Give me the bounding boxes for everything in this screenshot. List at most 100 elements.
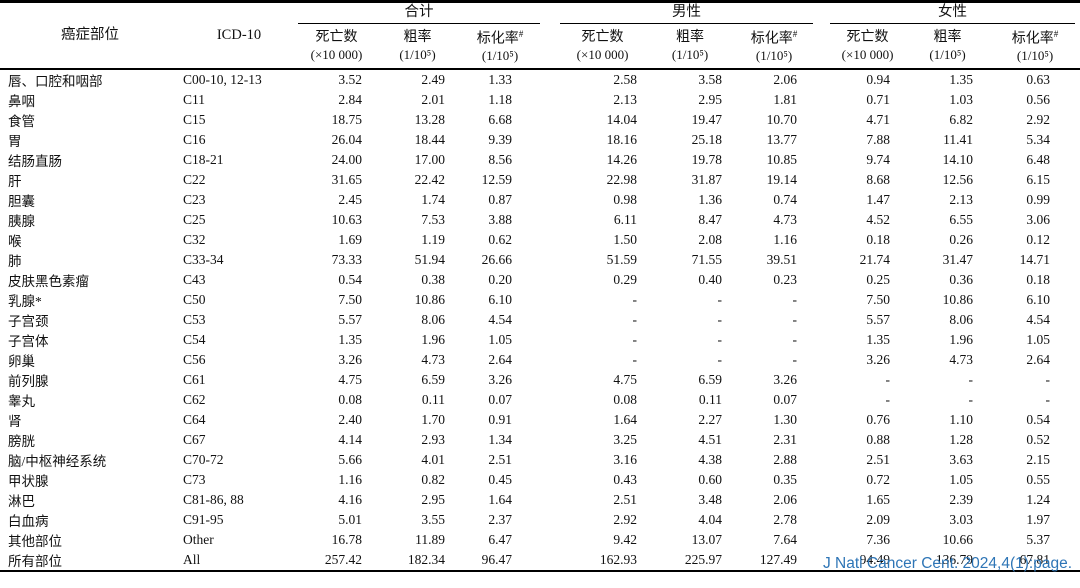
cell-value: 6.55 [949, 212, 974, 227]
table-row: 前列腺 C61 4.75 6.59 3.26 4.75 6.59 3.26 - - - [0, 370, 1080, 390]
table-row: 肝 C22 31.65 22.42 12.59 22.98 31.87 19.14 8.68 12… [0, 170, 1080, 190]
cell-site: 肝 [8, 174, 22, 189]
cell-value: 0.52 [1026, 432, 1051, 447]
asr-footnote-marker: # [792, 29, 798, 40]
cell-value: - [792, 352, 798, 367]
cell-value: 0.25 [866, 272, 891, 287]
cell-value: 0.23 [773, 272, 798, 287]
cell-value: 10.66 [942, 532, 974, 547]
cell-value: - [968, 372, 974, 387]
group-header-total: 合计 [298, 2, 541, 26]
group-label-total: 合计 [298, 3, 541, 24]
metric-unit: (1/10⁵) [1016, 47, 1054, 63]
cell-value: 5.37 [1026, 532, 1051, 547]
cell-value: 2.27 [698, 412, 723, 427]
column-header-male-crude: 粗率 (1/10⁵) [645, 25, 736, 70]
cell-value: 1.64 [488, 492, 513, 507]
table-row: 胰腺 C25 10.63 7.53 3.88 6.11 8.47 4.73 4.52 6.55 3.… [0, 210, 1080, 230]
cell-value: 25.18 [691, 132, 723, 147]
cell-value: 162.93 [540, 550, 646, 572]
cell-value: 7.88 [866, 132, 891, 147]
cell-site: 皮肤黑色素瘤 [8, 274, 89, 289]
metric-unit: (1/10⁵) [929, 46, 966, 62]
cell-icd: C16 [183, 132, 206, 147]
cell-value: - [1045, 372, 1051, 387]
cell-value: 22.98 [606, 172, 638, 187]
cell-value: - [717, 352, 723, 367]
cell-site: 肾 [8, 414, 22, 429]
cell-value: 18.44 [414, 132, 445, 147]
cell-icd: C67 [183, 432, 206, 447]
cell-value: 19.78 [691, 152, 723, 167]
cell-value: 94.49 [813, 550, 906, 572]
table-row: 其他部位 Other 16.78 11.89 6.47 9.42 13.07 7.64 7.36… [0, 530, 1080, 550]
cell-value: 4.38 [698, 452, 723, 467]
cell-value: 3.16 [613, 452, 638, 467]
cell-value: 1.16 [773, 232, 798, 247]
group-label-female: 女性 [830, 3, 1076, 24]
cell-value: 0.54 [1026, 412, 1051, 427]
table-row: 结肠直肠 C18-21 24.00 17.00 8.56 14.26 19.78 10.85 9… [0, 150, 1080, 170]
cell-value: 1.05 [949, 472, 974, 487]
cell-value: 7.50 [866, 292, 891, 307]
cell-value: 2.49 [421, 72, 445, 87]
column-header-female-asr: 标化率# (1/10⁵) [990, 25, 1080, 70]
column-header-male-deaths: 死亡数 (×10 000) [540, 25, 646, 70]
cell-value: 12.56 [942, 172, 974, 187]
cell-value: 5.66 [338, 452, 362, 467]
group-label-male: 男性 [560, 3, 814, 24]
table-row: 淋巴 C81-86, 88 4.16 2.95 1.64 2.51 3.48 2.06 1.65… [0, 490, 1080, 510]
metric-unit: (×10 000) [841, 46, 894, 62]
table-row: 胃 C16 26.04 18.44 9.39 18.16 25.18 13.77 7.88 11.… [0, 130, 1080, 150]
cell-value: 2.95 [698, 92, 723, 107]
cell-value: 1.81 [773, 92, 798, 107]
asr-text: 标化率 [476, 31, 519, 47]
cell-value: 2.84 [338, 92, 362, 107]
cell-icd: C22 [183, 172, 206, 187]
cell-value: 4.04 [698, 512, 723, 527]
cell-value: 0.63 [1026, 72, 1051, 87]
cell-site: 前列腺 [8, 374, 49, 389]
cell-icd: C00-10, 12-13 [183, 72, 262, 87]
cell-value: 11.41 [943, 132, 974, 147]
table-row: 膀胱 C67 4.14 2.93 1.34 3.25 4.51 2.31 0.88 1.28 0.5… [0, 430, 1080, 450]
cell-value: 24.00 [331, 152, 362, 167]
cell-value: - [885, 392, 891, 407]
metric-unit: (×10 000) [310, 46, 363, 62]
cell-value: 1.47 [866, 192, 891, 207]
cell-site: 睾丸 [8, 394, 35, 409]
cell-value: 0.11 [698, 392, 723, 407]
cell-value: 4.51 [698, 432, 723, 447]
cell-value: 51.59 [606, 252, 638, 267]
cell-site: 鼻咽 [8, 94, 35, 109]
cell-value: 51.94 [414, 252, 445, 267]
cell-value: 4.54 [488, 312, 513, 327]
cell-site: 其他部位 [8, 534, 62, 549]
column-header-icd: ICD-10 [180, 1, 298, 70]
cell-value: - [632, 292, 638, 307]
cell-value: 4.75 [338, 372, 362, 387]
cell-value: 6.15 [1026, 172, 1051, 187]
cell-value: 1.30 [773, 412, 798, 427]
cell-value: 2.64 [488, 352, 513, 367]
cell-value: 6.11 [613, 212, 638, 227]
cell-value: 31.65 [331, 172, 362, 187]
cell-icd: C25 [183, 212, 206, 227]
cell-icd: Other [183, 532, 214, 547]
cell-value: - [1045, 392, 1051, 407]
metric-label: 死亡数 [315, 30, 358, 46]
table-row: 胆囊 C23 2.45 1.74 0.87 0.98 1.36 0.74 1.47 2.13 0.9… [0, 190, 1080, 210]
cell-value: 18.75 [331, 112, 362, 127]
cell-value: 0.08 [613, 392, 638, 407]
cell-value: 7.50 [338, 292, 362, 307]
cell-value: - [792, 312, 798, 327]
cell-value: 14.10 [942, 152, 974, 167]
cell-value: - [717, 312, 723, 327]
cell-value: 73.33 [331, 252, 362, 267]
cell-value: 2.13 [949, 192, 974, 207]
table-body: 唇、口腔和咽部 C00-10, 12-13 3.52 2.49 1.33 2.58 3.58… [0, 69, 1080, 572]
cell-icd: C33-34 [183, 252, 224, 267]
column-header-total-deaths: 死亡数 (×10 000) [298, 25, 375, 70]
cell-value: 3.52 [338, 72, 362, 87]
cell-site: 胃 [8, 134, 22, 149]
